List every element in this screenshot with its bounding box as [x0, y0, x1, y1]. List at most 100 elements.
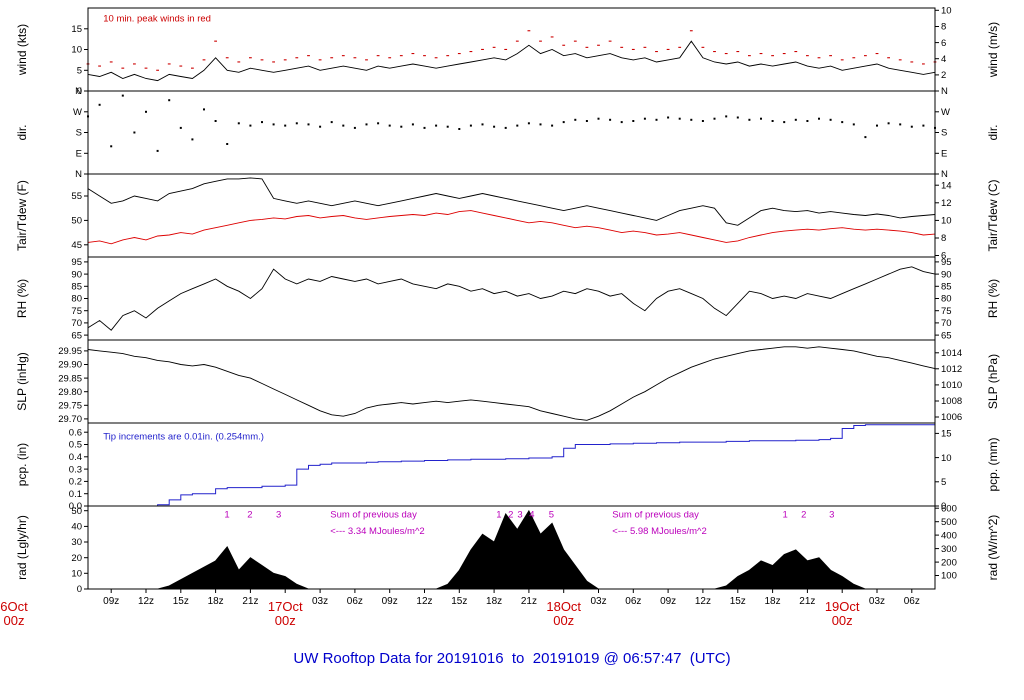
svg-text:N: N: [75, 86, 82, 97]
svg-text:09z: 09z: [660, 596, 676, 607]
svg-text:15z: 15z: [451, 596, 467, 607]
svg-text:6: 6: [941, 38, 946, 49]
svg-text:0.4: 0.4: [69, 452, 82, 463]
svg-text:00z: 00z: [553, 613, 574, 628]
svg-text:10: 10: [71, 45, 82, 56]
svg-text:17Oct: 17Oct: [268, 599, 303, 614]
svg-text:1: 1: [783, 510, 788, 521]
svg-text:21z: 21z: [242, 596, 258, 607]
svg-text:RH (%): RH (%): [15, 279, 29, 318]
svg-text:5: 5: [549, 510, 554, 521]
svg-text:S: S: [941, 128, 947, 139]
svg-text:03z: 03z: [590, 596, 606, 607]
svg-text:4: 4: [941, 54, 946, 65]
svg-text:15z: 15z: [173, 596, 189, 607]
svg-text:29.70: 29.70: [58, 414, 82, 425]
svg-text:2: 2: [801, 510, 806, 521]
svg-text:1014: 1014: [941, 348, 962, 359]
svg-text:500: 500: [941, 517, 957, 528]
svg-text:wind (kts): wind (kts): [15, 24, 29, 76]
svg-text:19Oct: 19Oct: [825, 599, 860, 614]
svg-text:0.0: 0.0: [69, 501, 82, 512]
svg-text:00z: 00z: [832, 613, 853, 628]
svg-text:pcp. (in): pcp. (in): [15, 443, 29, 486]
svg-text:06z: 06z: [625, 596, 641, 607]
svg-text:95: 95: [71, 257, 82, 268]
svg-text:1012: 1012: [941, 364, 962, 375]
svg-text:2: 2: [247, 510, 252, 521]
svg-text:0.5: 0.5: [69, 440, 82, 451]
svg-text:6Oct: 6Oct: [0, 599, 28, 614]
svg-text:15: 15: [71, 24, 82, 35]
svg-text:18Oct: 18Oct: [546, 599, 581, 614]
svg-text:14: 14: [941, 180, 952, 191]
svg-text:200: 200: [941, 557, 957, 568]
svg-text:10: 10: [941, 216, 952, 227]
svg-text:8: 8: [941, 22, 946, 33]
svg-text:18z: 18z: [486, 596, 502, 607]
svg-text:12z: 12z: [695, 596, 711, 607]
svg-text:3: 3: [517, 510, 522, 521]
svg-text:80: 80: [71, 294, 82, 305]
svg-text:21z: 21z: [799, 596, 815, 607]
svg-text:20: 20: [71, 553, 82, 564]
svg-text:29.90: 29.90: [58, 360, 82, 371]
svg-text:90: 90: [71, 269, 82, 280]
svg-text:pcp. (mm): pcp. (mm): [986, 437, 1000, 491]
svg-text:Tair/Tdew (F): Tair/Tdew (F): [15, 180, 29, 251]
svg-text:8: 8: [941, 233, 946, 244]
svg-text:15: 15: [941, 429, 952, 440]
svg-text:RH (%): RH (%): [986, 279, 1000, 318]
svg-text:rad (W/m^2): rad (W/m^2): [986, 515, 1000, 581]
svg-text:29.80: 29.80: [58, 387, 82, 398]
svg-text:10 min. peak winds in red: 10 min. peak winds in red: [103, 13, 211, 24]
svg-text:75: 75: [941, 306, 952, 317]
svg-text:75: 75: [71, 306, 82, 317]
svg-text:70: 70: [71, 318, 82, 329]
svg-text:5: 5: [77, 65, 82, 76]
svg-text:0: 0: [77, 86, 82, 97]
svg-text:<--- 3.34 MJoules/m^2: <--- 3.34 MJoules/m^2: [330, 526, 424, 537]
svg-text:12z: 12z: [416, 596, 432, 607]
svg-text:45: 45: [71, 240, 82, 251]
svg-text:29.95: 29.95: [58, 346, 82, 357]
svg-text:90: 90: [941, 269, 952, 280]
svg-text:Tair/Tdew (C): Tair/Tdew (C): [986, 179, 1000, 251]
svg-text:55: 55: [71, 191, 82, 202]
svg-text:rad (Lgly/hr): rad (Lgly/hr): [15, 515, 29, 580]
svg-text:W: W: [73, 107, 82, 118]
svg-text:06z: 06z: [904, 596, 920, 607]
svg-text:SLP (inHg): SLP (inHg): [15, 352, 29, 410]
svg-text:1008: 1008: [941, 396, 962, 407]
svg-text:10: 10: [941, 453, 952, 464]
svg-text:18z: 18z: [764, 596, 780, 607]
svg-text:2: 2: [508, 510, 513, 521]
svg-text:50: 50: [71, 216, 82, 227]
svg-text:1006: 1006: [941, 412, 962, 423]
svg-text:1: 1: [224, 510, 229, 521]
svg-text:29.75: 29.75: [58, 401, 82, 412]
svg-text:0.3: 0.3: [69, 464, 82, 475]
svg-text:09z: 09z: [382, 596, 398, 607]
svg-text:dir.: dir.: [986, 124, 1000, 140]
svg-text:85: 85: [71, 281, 82, 292]
svg-text:15z: 15z: [730, 596, 746, 607]
svg-text:wind (m/s): wind (m/s): [986, 22, 1000, 78]
svg-text:5: 5: [941, 477, 946, 488]
svg-text:00z: 00z: [4, 613, 25, 628]
svg-text:03z: 03z: [869, 596, 885, 607]
svg-text:09z: 09z: [103, 596, 119, 607]
svg-text:30: 30: [71, 537, 82, 548]
svg-text:03z: 03z: [312, 596, 328, 607]
svg-text:65: 65: [71, 330, 82, 341]
svg-text:100: 100: [941, 571, 957, 582]
svg-text:0: 0: [77, 584, 82, 595]
svg-text:0.1: 0.1: [69, 489, 82, 500]
svg-text:4: 4: [529, 510, 534, 521]
svg-text:10: 10: [71, 569, 82, 580]
svg-text:W: W: [941, 107, 950, 118]
svg-text:300: 300: [941, 544, 957, 555]
svg-text:12z: 12z: [138, 596, 154, 607]
svg-text:18z: 18z: [208, 596, 224, 607]
svg-text:29.85: 29.85: [58, 373, 82, 384]
